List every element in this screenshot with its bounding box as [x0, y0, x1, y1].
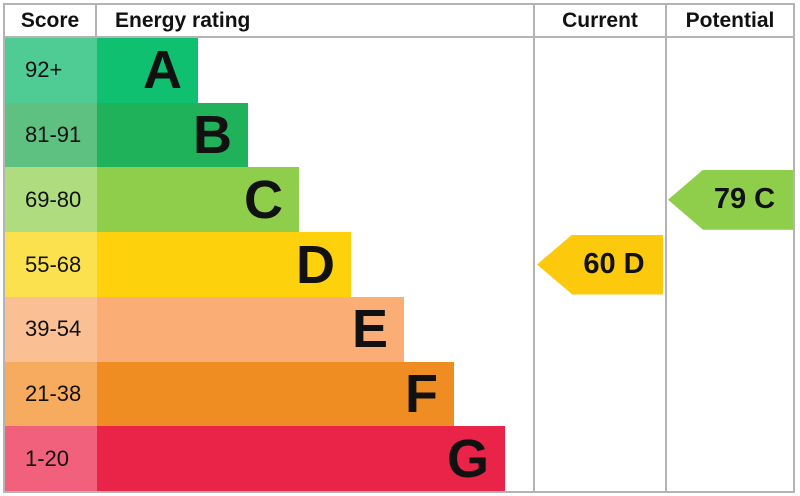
- band-bar: A: [97, 38, 198, 103]
- band-bar: F: [97, 361, 454, 427]
- band-score-cell: 39-54: [5, 296, 97, 362]
- header-current: Current: [535, 5, 665, 38]
- band-score-cell: 21-38: [5, 361, 97, 427]
- potential-column-body: 79 C: [667, 38, 793, 491]
- band-bar-area: G: [97, 426, 533, 492]
- band-bar: G: [97, 426, 505, 492]
- current-rating-arrow: 60 D: [537, 234, 663, 295]
- band-letter: G: [446, 428, 489, 489]
- band-bar: E: [97, 296, 404, 362]
- band-bar-area: D: [97, 232, 533, 297]
- potential-column: Potential 79 C: [665, 5, 793, 491]
- band-bar: C: [97, 167, 299, 233]
- band-row: 1-20 G: [5, 426, 533, 492]
- current-column: Current 60 D: [533, 5, 665, 491]
- score-and-rating-section: Score Energy rating 92+ A 81-91 B: [5, 5, 533, 492]
- band-bar-area: C: [97, 167, 533, 233]
- potential-rating-arrow: 79 C: [668, 169, 793, 230]
- band-bar-area: B: [97, 102, 533, 168]
- band-bar-area: A: [97, 38, 533, 103]
- current-rating-label: 60 D: [583, 248, 645, 280]
- band-letter: B: [193, 105, 232, 166]
- band-row: 69-80 C: [5, 167, 533, 233]
- band-row: 21-38 F: [5, 361, 533, 427]
- band-score-cell: 55-68: [5, 232, 97, 297]
- band-row: 55-68 D: [5, 232, 533, 297]
- band-letter: E: [351, 299, 388, 360]
- header-score: Score: [5, 5, 97, 38]
- band-letter: A: [143, 40, 182, 101]
- band-bar: B: [97, 102, 248, 168]
- current-column-body: 60 D: [535, 38, 665, 491]
- band-letter: F: [405, 363, 438, 424]
- band-score-cell: 92+: [5, 38, 97, 103]
- band-score-cell: 1-20: [5, 426, 97, 492]
- table-header-row: Score Energy rating: [5, 5, 533, 38]
- header-energy-rating: Energy rating: [97, 5, 533, 38]
- potential-rating-label: 79 C: [713, 183, 776, 216]
- band-bar: D: [97, 232, 351, 297]
- band-row: 81-91 B: [5, 102, 533, 168]
- band-score-cell: 69-80: [5, 167, 97, 233]
- header-potential: Potential: [667, 5, 793, 38]
- band-bar-area: E: [97, 296, 533, 362]
- band-row: 92+ A: [5, 38, 533, 103]
- band-letter: D: [296, 234, 335, 295]
- band-bar-area: F: [97, 361, 533, 427]
- band-score-cell: 81-91: [5, 102, 97, 168]
- band-letter: C: [244, 169, 283, 230]
- epc-table: Score Energy rating 92+ A 81-91 B: [3, 3, 795, 493]
- band-row: 39-54 E: [5, 296, 533, 362]
